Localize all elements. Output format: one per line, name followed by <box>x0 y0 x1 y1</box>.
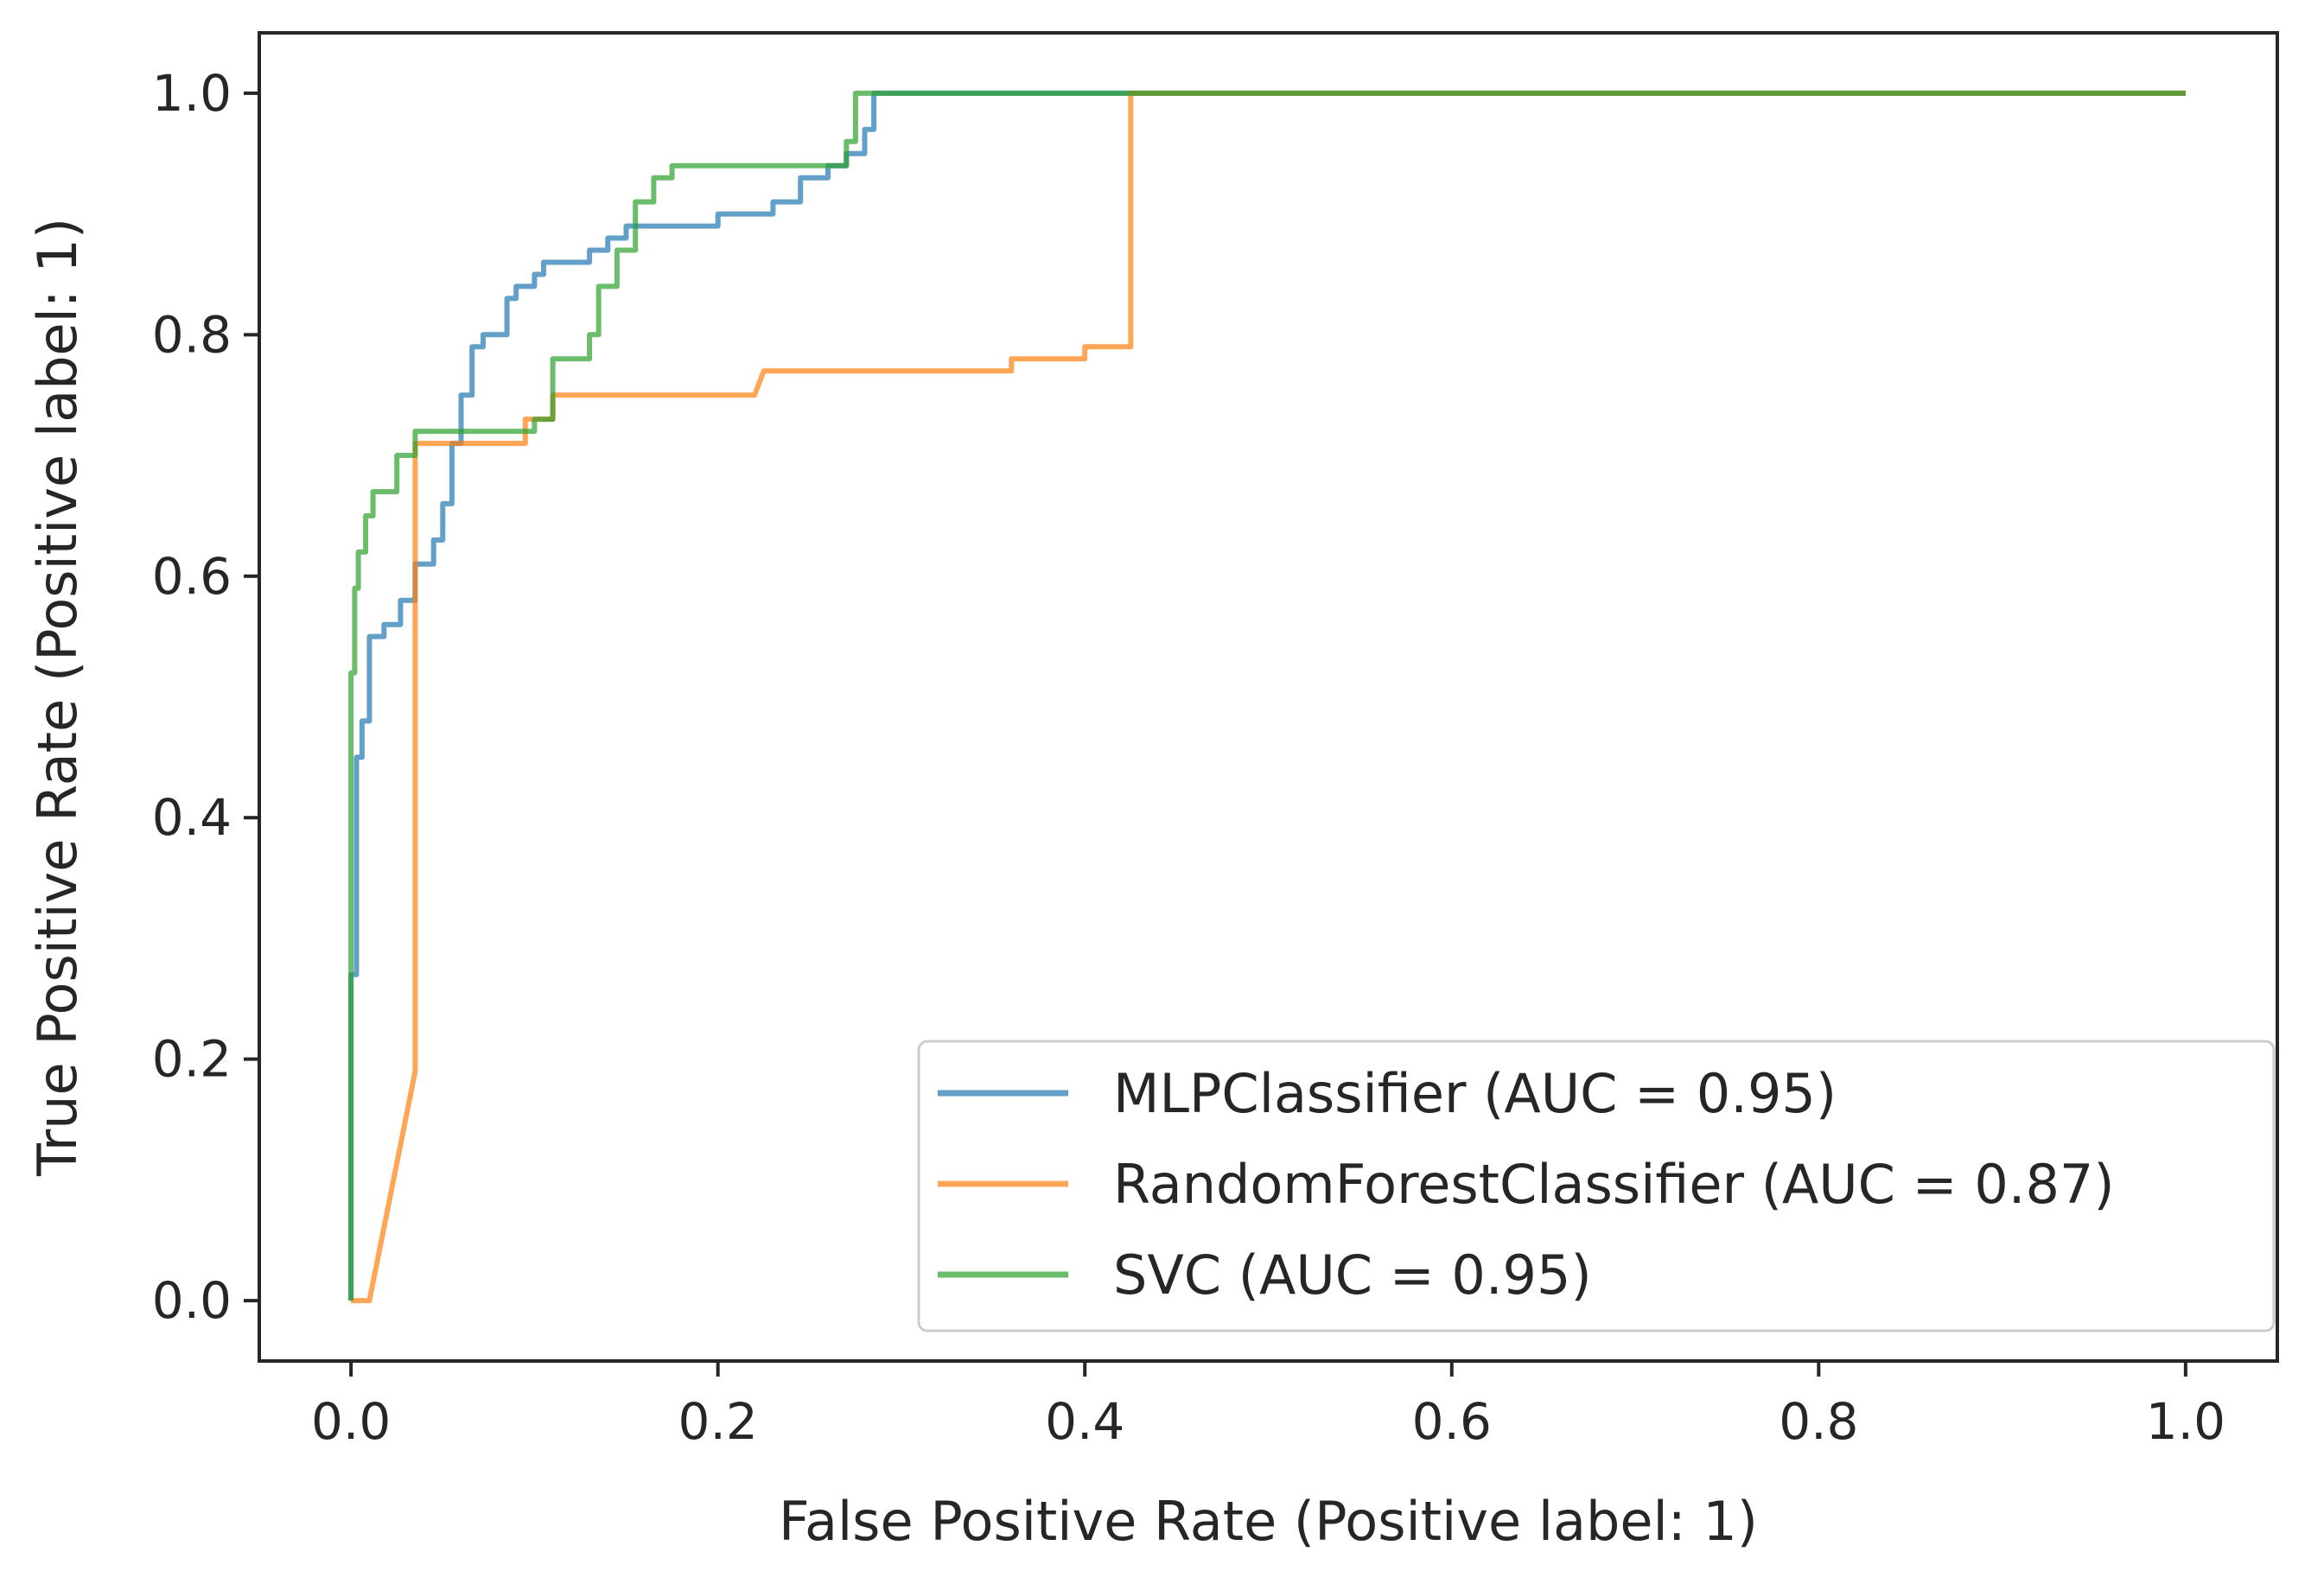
x-tick-label: 0.8 <box>1779 1392 1858 1451</box>
y-tick-label: 0.0 <box>152 1271 232 1330</box>
y-tick-label: 1.0 <box>152 64 232 123</box>
x-tick-label: 1.0 <box>2146 1392 2225 1451</box>
legend-label-2: SVC (AUC = 0.95) <box>1113 1243 1592 1307</box>
axes-frame <box>258 31 2279 1363</box>
plot-lines <box>348 90 2186 1304</box>
x-axis-label: False Positive Rate (Positive label: 1) <box>779 1490 1758 1553</box>
legend-label-0: MLPClassifier (AUC = 0.95) <box>1113 1062 1837 1125</box>
series-line-2 <box>348 90 2186 1301</box>
legend: MLPClassifier (AUC = 0.95) RandomForestCl… <box>917 1040 2276 1332</box>
y-tick-label: 0.4 <box>152 788 232 847</box>
x-tick-label: 0.4 <box>1045 1392 1124 1451</box>
y-tick-label: 0.2 <box>152 1030 232 1089</box>
x-tick-label: 0.6 <box>1412 1392 1492 1451</box>
x-tick-label: 0.0 <box>311 1392 391 1451</box>
x-tick-label: 0.2 <box>678 1392 758 1451</box>
legend-box <box>917 1040 2276 1332</box>
y-tick-label: 0.6 <box>152 547 232 606</box>
y-axis-ticks: 0.0 0.2 0.4 0.6 0.8 1.0 <box>152 64 259 1330</box>
series-line-0 <box>348 90 2186 1301</box>
legend-label-1: RandomForestClassifier (AUC = 0.87) <box>1113 1153 2115 1216</box>
x-axis-ticks: 0.0 0.2 0.4 0.6 0.8 1.0 <box>311 1361 2225 1451</box>
y-tick-label: 0.8 <box>152 305 232 364</box>
y-axis-label: True Positive Rate (Positive label: 1) <box>26 218 89 1177</box>
